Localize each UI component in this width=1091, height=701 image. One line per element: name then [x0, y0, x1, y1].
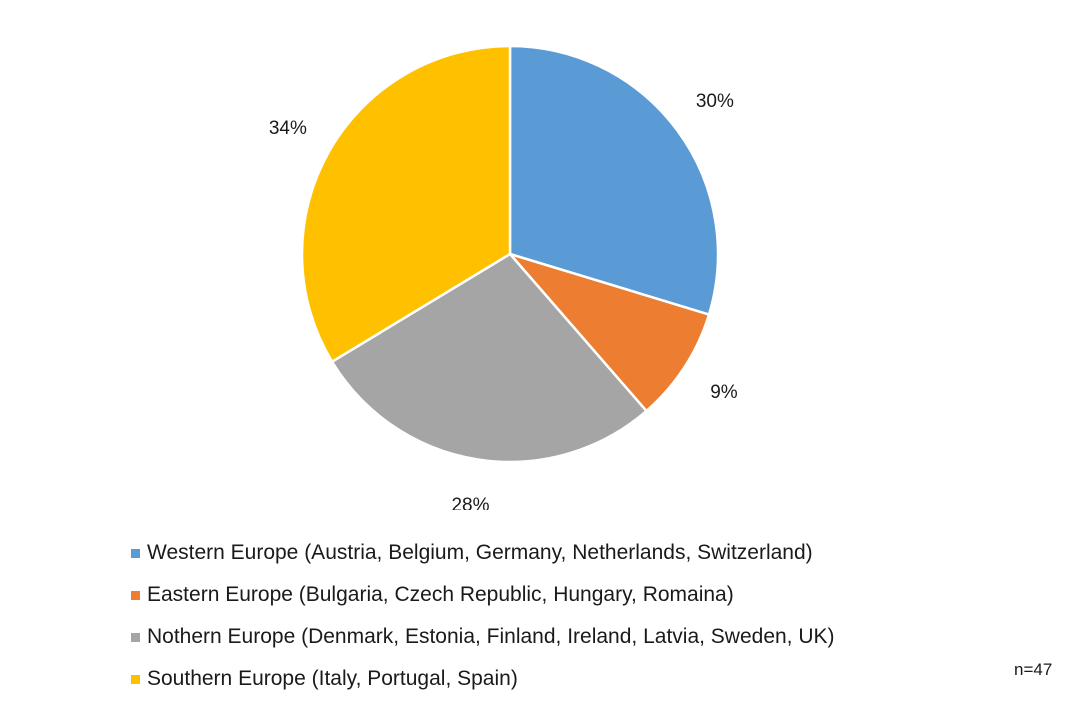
pie-slice-eastern-europe [508, 252, 711, 413]
sample-size-note: n=47 [1014, 660, 1053, 679]
pie-slice-western-europe [508, 44, 720, 316]
pie-slices [300, 44, 720, 464]
legend: Western Europe (Austria, Belgium, German… [131, 532, 835, 700]
pie-data-labels: 30% 9% 28% 34% [269, 91, 738, 510]
legend-label: Nothern Europe (Denmark, Estonia, Finlan… [147, 625, 835, 648]
data-label-southern-europe: 34% [269, 118, 307, 139]
legend-item-eastern-europe: Eastern Europe (Bulgaria, Czech Republic… [131, 574, 835, 616]
legend-swatch [131, 590, 140, 600]
legend-swatch [131, 674, 140, 684]
legend-item-western-europe: Western Europe (Austria, Belgium, German… [131, 532, 835, 574]
legend-item-southern-europe: Southern Europe (Italy, Portugal, Spain) [131, 658, 835, 700]
pie-slice-southern-europe [300, 44, 512, 363]
data-label-western-europe: 30% [696, 91, 734, 112]
data-label-nothern-europe: 28% [451, 495, 489, 510]
legend-swatch [131, 548, 140, 558]
pie-slice-nothern-europe [330, 252, 648, 464]
legend-label: Southern Europe (Italy, Portugal, Spain) [147, 667, 518, 690]
legend-item-northern-europe: Nothern Europe (Denmark, Estonia, Finlan… [131, 616, 835, 658]
pie-chart: 30% 9% 28% 34% [269, 44, 738, 510]
legend-label: Eastern Europe (Bulgaria, Czech Republic… [147, 583, 734, 606]
legend-swatch [131, 632, 140, 642]
data-label-eastern-europe: 9% [710, 382, 738, 403]
legend-label: Western Europe (Austria, Belgium, German… [147, 541, 813, 564]
